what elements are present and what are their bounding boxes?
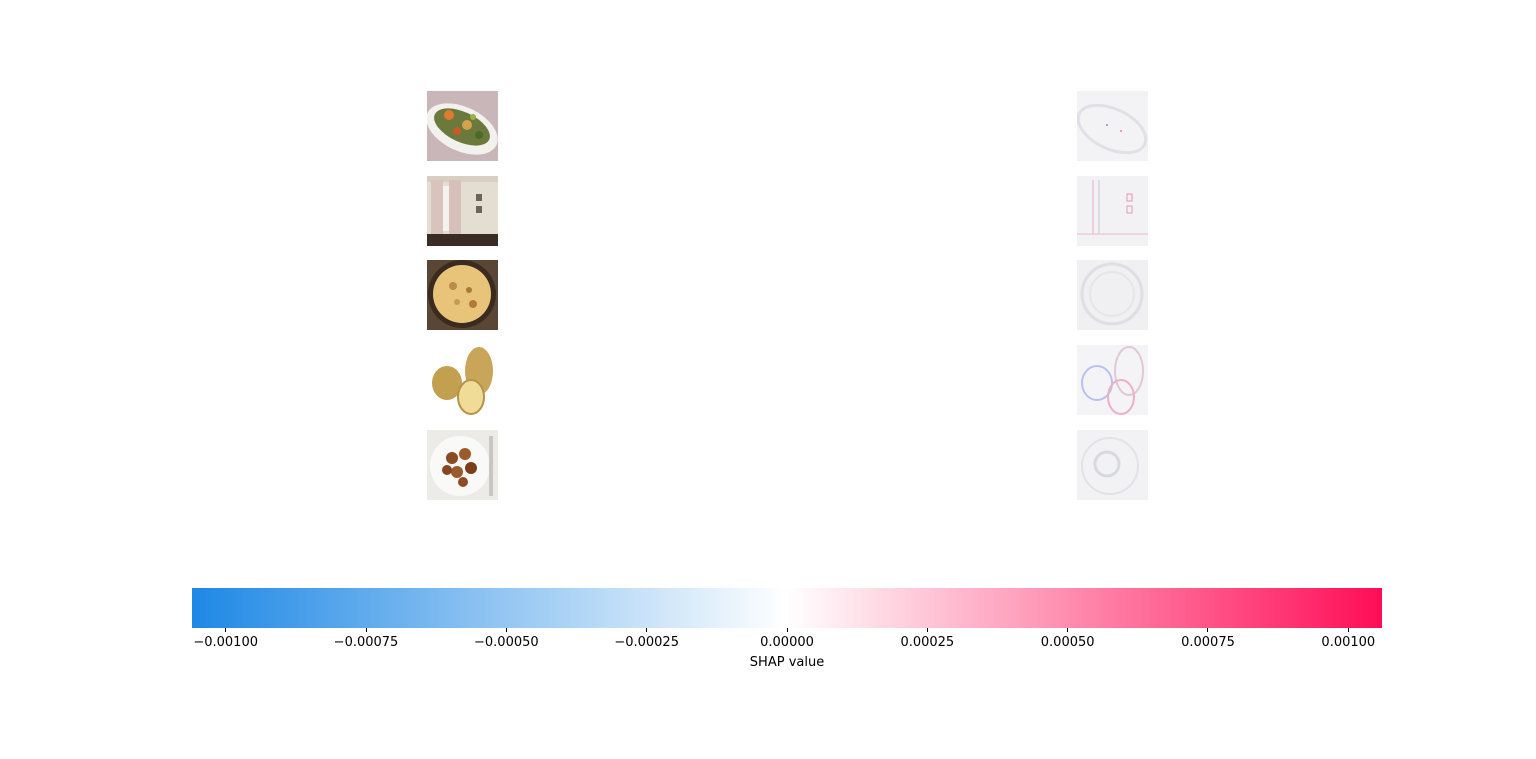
colorbar-tick bbox=[365, 628, 367, 632]
colorbar-tick-label: −0.00025 bbox=[614, 635, 679, 650]
colorbar-tick-label: −0.00050 bbox=[474, 635, 539, 650]
colorbar-tick-label: −0.00100 bbox=[193, 635, 258, 650]
image-curtains-room bbox=[427, 176, 498, 246]
colorbar-tick bbox=[1347, 628, 1349, 632]
colorbar-tick bbox=[505, 628, 507, 632]
colorbar-tick-label: −0.00075 bbox=[333, 635, 399, 650]
image-potatoes bbox=[427, 345, 498, 415]
image-omelette-pan bbox=[427, 260, 498, 330]
colorbar-tick-label: 0.00000 bbox=[760, 635, 814, 650]
colorbar-tick-label: 0.00050 bbox=[1040, 635, 1095, 650]
colorbar-tick bbox=[225, 628, 227, 632]
colorbar-tick bbox=[786, 628, 788, 632]
image-chicken-plate bbox=[427, 430, 498, 500]
image-vegetable-dish bbox=[427, 91, 498, 161]
colorbar-tick-label: 0.00025 bbox=[900, 635, 955, 650]
shap-map-5 bbox=[1077, 430, 1148, 500]
colorbar-tick-label: 0.00100 bbox=[1321, 635, 1376, 650]
shap-map-1 bbox=[1077, 91, 1148, 161]
colorbar-tick bbox=[926, 628, 928, 632]
shap-map-2 bbox=[1077, 176, 1148, 246]
colorbar-gradient bbox=[192, 588, 1382, 628]
colorbar-label: SHAP value bbox=[749, 655, 825, 670]
shap-map-3 bbox=[1077, 260, 1148, 330]
colorbar-tick bbox=[1067, 628, 1069, 632]
colorbar bbox=[192, 588, 1382, 628]
colorbar-tick bbox=[646, 628, 648, 632]
colorbar-tick-label: 0.00075 bbox=[1181, 635, 1235, 650]
shap-map-4 bbox=[1077, 345, 1148, 415]
colorbar-tick bbox=[1207, 628, 1209, 632]
